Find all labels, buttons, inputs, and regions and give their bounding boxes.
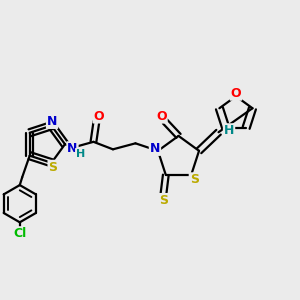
Text: S: S bbox=[190, 173, 199, 186]
Text: O: O bbox=[156, 110, 167, 123]
Text: H: H bbox=[76, 149, 85, 159]
Text: N: N bbox=[150, 142, 160, 155]
Text: O: O bbox=[231, 87, 241, 100]
Text: N: N bbox=[67, 142, 78, 155]
Text: O: O bbox=[94, 110, 104, 122]
Text: S: S bbox=[49, 161, 58, 174]
Text: S: S bbox=[159, 194, 168, 207]
Text: H: H bbox=[224, 124, 234, 137]
Text: N: N bbox=[47, 115, 57, 128]
Text: Cl: Cl bbox=[13, 227, 26, 240]
